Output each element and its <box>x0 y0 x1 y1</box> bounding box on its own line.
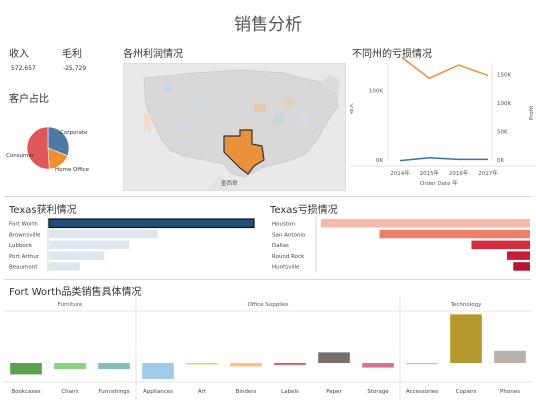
series-line-blue[interactable] <box>399 156 488 162</box>
group-label-furniture: Furniture <box>58 302 83 308</box>
right-tick: 50K <box>497 129 508 135</box>
bar-label-binders: Binders <box>236 389 257 395</box>
pie-label-home-office: Home Office <box>55 167 90 173</box>
bar-beaumont[interactable] <box>49 262 80 271</box>
bar-label-phones: Phones <box>500 389 520 395</box>
revenue-value: 572,657 <box>11 65 36 72</box>
bar-huntsville[interactable] <box>513 262 530 271</box>
texas-loss-chart[interactable]: Houston San Antonio Dallas Round Rock Huntsv… <box>268 215 536 275</box>
bar-label-copiers: Copiers <box>456 389 477 395</box>
customer-pie-chart[interactable]: Corporate Home Office Consumer <box>0 110 115 185</box>
customer-share-title: 客户占比 <box>9 94 49 105</box>
bar-label-bookcases: Bookcases <box>11 389 40 395</box>
bar-label-accessories: Accessories <box>406 389 438 395</box>
loss-trend-title: 不同州的亏损情况 <box>352 49 432 60</box>
year-tick: 2015年 <box>420 169 440 177</box>
bar-label-san-antonio: San Antonio <box>272 232 306 238</box>
revenue-label: 收入 <box>9 49 29 60</box>
bar-port-arthur[interactable] <box>49 251 105 260</box>
bar-storage[interactable] <box>362 363 394 368</box>
map-mexico-label: 墨西哥 <box>221 180 238 187</box>
fortworth-title: Fort Worth品类销售具体情况 <box>9 287 142 298</box>
bar-bookcases[interactable] <box>10 363 42 375</box>
texas-profit-chart[interactable]: Fort Worth Brownsville Lubbock Port Arthur B… <box>0 215 265 275</box>
bar-copiers[interactable] <box>450 314 482 363</box>
bar-round-rock[interactable] <box>507 251 530 260</box>
year-tick: 2014年 <box>390 169 410 177</box>
group-label-technology: Technology <box>450 302 483 308</box>
map-title: 各州利润情况 <box>123 49 183 60</box>
right-tick: 100K <box>497 101 511 107</box>
bar-label-art: Art <box>198 389 207 395</box>
bar-accessories[interactable] <box>406 363 438 365</box>
left-axis-label: 收入 <box>350 102 355 114</box>
bar-lubbock[interactable] <box>49 240 129 250</box>
series-line-orange[interactable] <box>400 58 489 80</box>
bar-label-storage: Storage <box>367 389 389 395</box>
divider-middle <box>4 279 531 280</box>
left-tick: 100K <box>369 89 383 95</box>
bar-brownsville[interactable] <box>49 229 158 239</box>
pie-slice-corporate[interactable] <box>47 126 70 157</box>
bar-label-appliances: Appliances <box>143 389 173 395</box>
page-title: 销售分析 <box>234 15 302 35</box>
bar-appliances[interactable] <box>142 363 174 379</box>
bar-art[interactable] <box>186 363 218 365</box>
bar-labels[interactable] <box>274 363 306 365</box>
map-canvas: 墨西哥 <box>124 64 345 190</box>
profit-value: -25,729 <box>63 65 87 72</box>
bar-label-fort-worth: Fort Worth <box>9 222 38 228</box>
bar-chairs[interactable] <box>54 363 86 370</box>
profit-label: 毛利 <box>62 49 82 60</box>
bar-san-antonio[interactable] <box>379 229 530 239</box>
bar-label-houston: Houston <box>272 222 295 228</box>
bar-label-round-rock: Round Rock <box>272 254 305 260</box>
pie-label-consumer: Consumer <box>6 153 35 159</box>
bar-label-lubbock: Lubbock <box>9 243 33 249</box>
bar-label-dallas: Dallas <box>272 243 289 249</box>
bar-label-furnishings: Furnishings <box>98 389 129 395</box>
loss-trend-chart[interactable]: 收入 Profit 100K 0K 150K 100K 50K 0K 2014年 2015年… <box>350 58 536 192</box>
pie-slice-consumer[interactable] <box>26 126 50 170</box>
right-tick: 0K <box>497 158 504 164</box>
texas-loss-title: Texas亏损情况 <box>270 205 338 216</box>
bar-dallas[interactable] <box>471 240 530 250</box>
texas-profit-title: Texas获利情况 <box>9 205 77 216</box>
left-tick: 0K <box>376 158 383 164</box>
bar-binders[interactable] <box>230 363 262 367</box>
group-label-office-supplies: Office Supplies <box>247 302 288 308</box>
bar-label-paper: Paper <box>326 389 342 395</box>
profit-map[interactable]: 墨西哥 <box>123 63 346 191</box>
fortworth-chart[interactable]: Furniture Bookcases Chairs Furnishings Offic… <box>4 296 532 400</box>
bar-label-huntsville: Huntsville <box>272 265 300 271</box>
year-tick: 2017年 <box>478 169 498 177</box>
bar-label-chairs: Chairs <box>61 389 78 395</box>
x-axis-label: Order Date 年 <box>420 179 458 187</box>
bar-houston[interactable] <box>321 219 530 228</box>
pie-label-corporate: Corporate <box>60 130 88 136</box>
bar-label-port-arthur: Port Arthur <box>9 254 40 260</box>
right-axis-label: Profit <box>529 105 535 120</box>
bar-label-beaumont: Beaumont <box>9 265 38 271</box>
texas-highlight[interactable] <box>223 129 265 175</box>
right-tick: 150K <box>497 72 511 78</box>
bar-furnishings[interactable] <box>98 363 130 370</box>
bar-paper[interactable] <box>318 352 350 363</box>
year-tick: 2016年 <box>449 169 469 177</box>
bar-label-labels: Labels <box>281 389 299 395</box>
bar-phones[interactable] <box>494 350 526 363</box>
bar-fort-worth[interactable] <box>48 218 255 229</box>
divider-top <box>4 196 531 197</box>
bar-label-brownsville: Brownsville <box>9 232 41 238</box>
